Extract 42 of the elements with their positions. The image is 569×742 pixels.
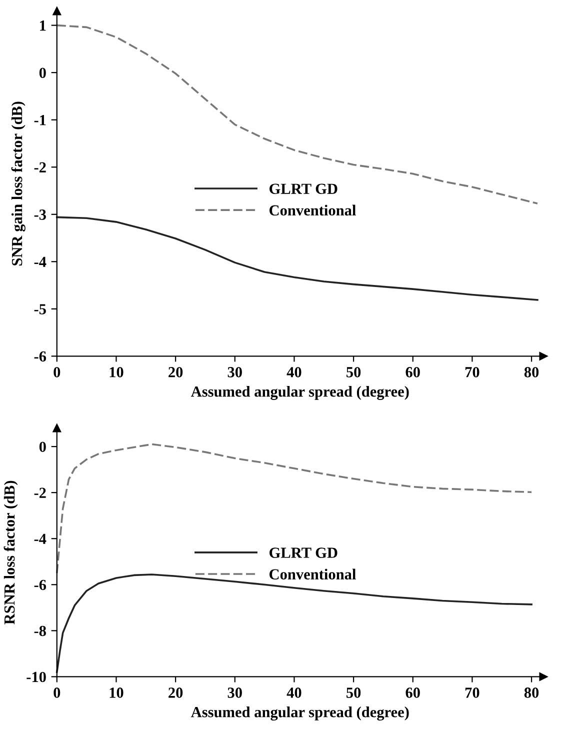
x-tick-label: 10: [110, 688, 124, 698]
y-tick-label: 1: [40, 20, 46, 31]
x-tick-label: 50: [346, 688, 361, 698]
y-tick-label: -2: [34, 162, 46, 172]
x-tick-label: 20: [168, 688, 183, 698]
x-tick-label: 60: [406, 367, 420, 378]
y-tick-label: -5: [34, 304, 46, 314]
y-tick-label: 0: [39, 442, 46, 452]
y-tick-label: -6: [34, 580, 46, 590]
y-tick-label: -1: [34, 115, 46, 126]
x-tick-label: 80: [524, 688, 539, 698]
x-tick-label: 30: [228, 688, 242, 698]
y-axis-title: SNR gain loss factor (dB): [11, 102, 26, 266]
x-tick-label: 30: [228, 367, 242, 378]
x-tick-label: 40: [286, 688, 302, 698]
legend-label: GLRT GD: [270, 184, 338, 194]
x-tick-label: 80: [524, 367, 539, 378]
x-tick-label: 50: [346, 367, 361, 378]
x-tick-label: 70: [465, 367, 480, 378]
x-axis-title: Assumed angular spread (degree): [191, 706, 409, 721]
y-tick-label: -10: [26, 672, 46, 682]
y-tick-label: -6: [34, 351, 46, 362]
line-series: [56, 216, 538, 301]
y-tick-label: -2: [34, 488, 46, 498]
y-tick-label: 0: [39, 68, 46, 78]
x-tick-label: 10: [110, 367, 124, 378]
x-tick-label: 60: [406, 688, 420, 698]
legend-label: GLRT GD: [270, 548, 338, 558]
x-tick-label: 0: [54, 367, 60, 378]
x-tick-label: 20: [168, 367, 183, 378]
x-tick-label: 40: [286, 367, 302, 378]
y-tick-label: -8: [34, 626, 46, 636]
y-tick-label: -4: [34, 256, 46, 267]
x-tick-label: 70: [465, 688, 480, 698]
x-axis-title: Assumed angular spread (degree): [191, 386, 409, 400]
legend-label: Conventional: [270, 204, 356, 216]
y-tick-label: -4: [34, 534, 46, 544]
y-tick-label: -3: [34, 210, 46, 220]
y-axis-title: RSNR loss factor (dB): [4, 480, 18, 624]
legend-label: Conventional: [270, 568, 356, 580]
line-series: [56, 24, 538, 204]
x-tick-label: 0: [54, 688, 60, 698]
